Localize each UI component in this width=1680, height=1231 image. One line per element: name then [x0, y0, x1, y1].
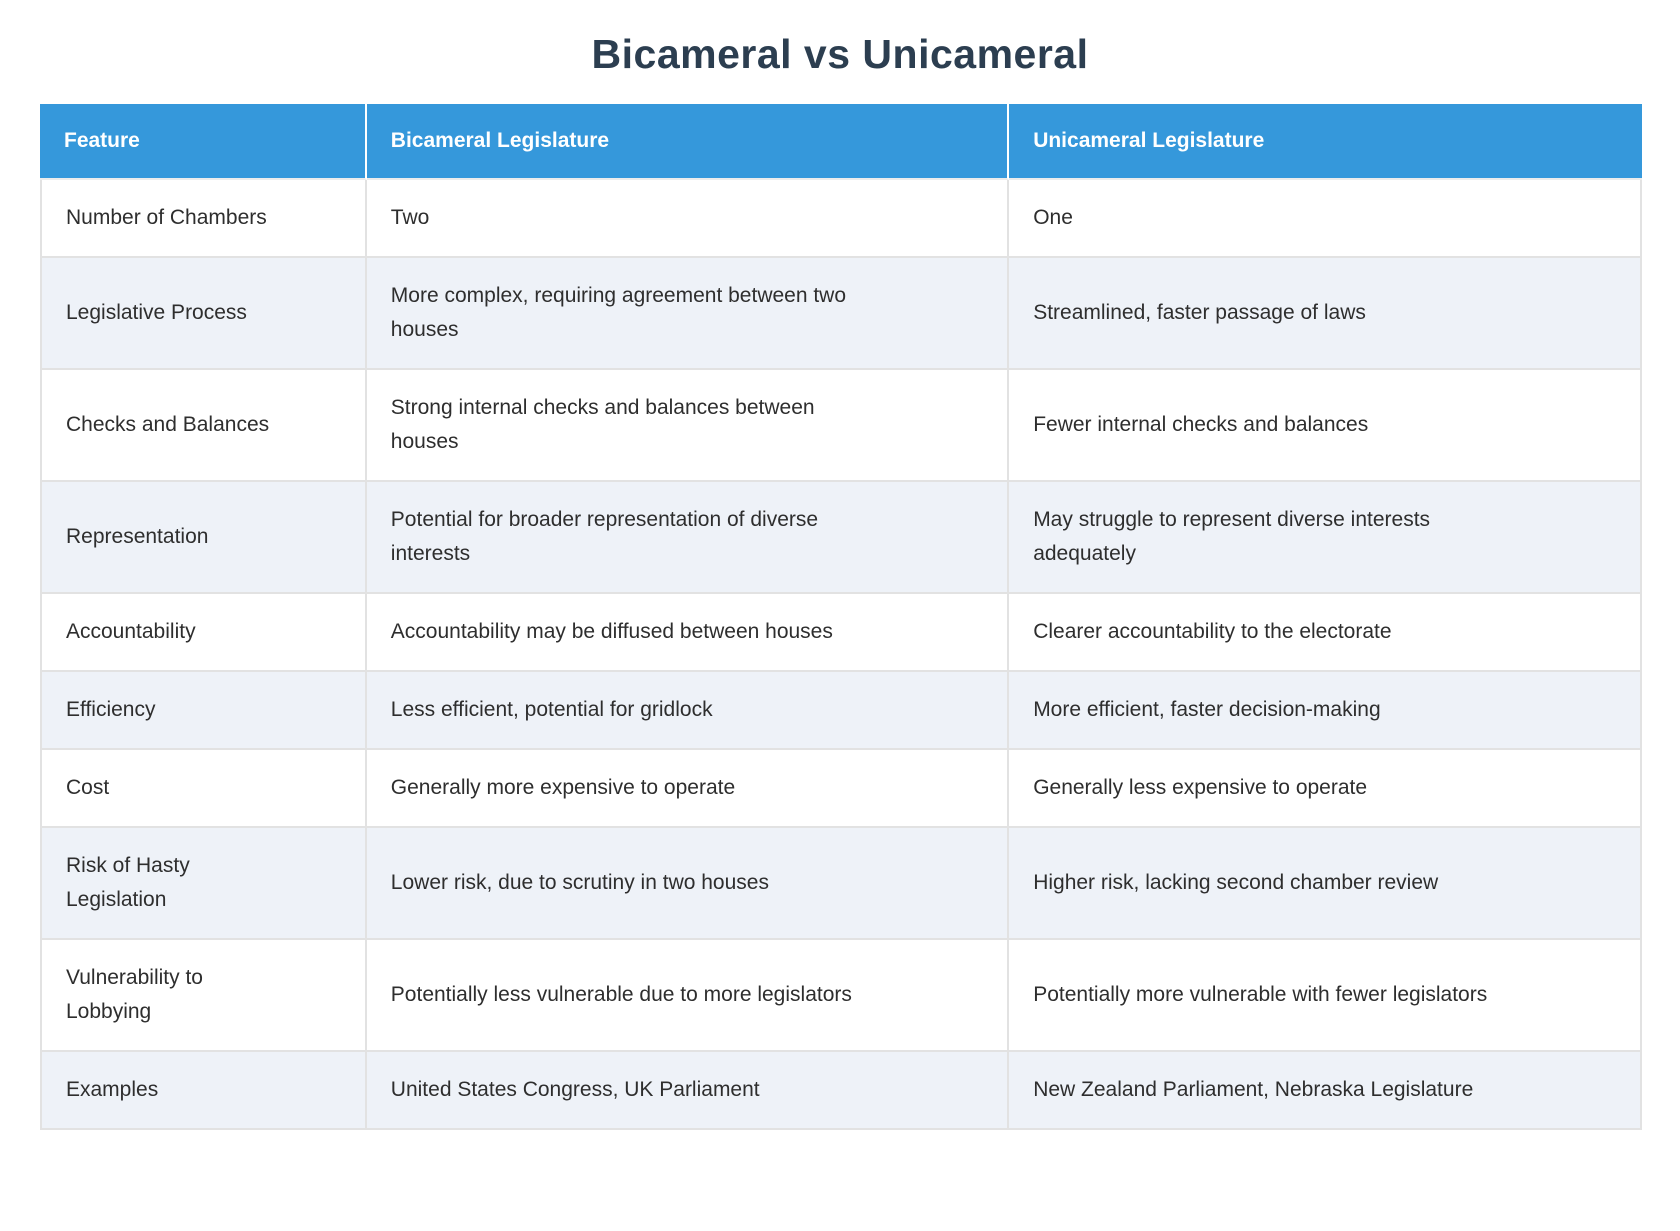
feature-cell: Risk of Hasty Legislation: [40, 828, 367, 940]
unicameral-cell: Streamlined, faster passage of laws: [1009, 258, 1642, 370]
bicameral-cell: Potentially less vulnerable due to more …: [366, 940, 1010, 1052]
unicameral-cell: Generally less expensive to operate: [1009, 750, 1642, 828]
column-header-bicameral: Bicameral Legislature: [366, 104, 1010, 180]
bicameral-cell: Generally more expensive to operate: [366, 750, 1010, 828]
unicameral-cell: Potentially more vulnerable with fewer l…: [1009, 940, 1642, 1052]
unicameral-cell: Clearer accountability to the electorate: [1009, 594, 1642, 672]
feature-cell: Vulnerability to Lobbying: [40, 940, 367, 1052]
column-header-feature: Feature: [40, 104, 367, 180]
feature-cell: Accountability: [40, 594, 367, 672]
feature-cell: Legislative Process: [40, 258, 367, 370]
bicameral-cell: Lower risk, due to scrutiny in two house…: [366, 828, 1010, 940]
table-row: Checks and Balances Strong internal check…: [40, 370, 1642, 482]
comparison-table: Feature Bicameral Legislature Unicameral…: [40, 104, 1642, 1130]
feature-cell: Cost: [40, 750, 367, 828]
unicameral-cell: More efficient, faster decision-making: [1009, 672, 1642, 750]
table-body: Number of Chambers Two One Legislative Proc…: [40, 180, 1642, 1130]
bicameral-cell: Strong internal checks and balances betw…: [366, 370, 1010, 482]
table-row: Accountability Accountability may be diff…: [40, 594, 1642, 672]
bicameral-cell: Less efficient, potential for gridlock: [366, 672, 1010, 750]
feature-cell: Checks and Balances: [40, 370, 367, 482]
table-row: Number of Chambers Two One: [40, 180, 1642, 258]
unicameral-cell: May struggle to represent diverse intere…: [1009, 482, 1642, 594]
header-row: Feature Bicameral Legislature Unicameral…: [40, 104, 1642, 180]
table-row: Representation Potential for broader repr…: [40, 482, 1642, 594]
unicameral-cell: One: [1009, 180, 1642, 258]
unicameral-cell: New Zealand Parliament, Nebraska Legisla…: [1009, 1052, 1642, 1130]
bicameral-cell: Two: [366, 180, 1010, 258]
unicameral-cell: Fewer internal checks and balances: [1009, 370, 1642, 482]
table-header: Feature Bicameral Legislature Unicameral…: [40, 104, 1642, 180]
feature-cell: Efficiency: [40, 672, 367, 750]
table-row: Examples United States Congress, UK Parli…: [40, 1052, 1642, 1130]
feature-cell: Representation: [40, 482, 367, 594]
page: Bicameral vs Unicameral Feature Bicamera…: [0, 31, 1680, 1231]
unicameral-cell: Higher risk, lacking second chamber revi…: [1009, 828, 1642, 940]
page-title: Bicameral vs Unicameral: [591, 31, 1089, 77]
bicameral-cell: United States Congress, UK Parliament: [366, 1052, 1010, 1130]
bicameral-cell: More complex, requiring agreement betwee…: [366, 258, 1010, 370]
table-row: Efficiency Less efficient, potential for …: [40, 672, 1642, 750]
bicameral-cell: Accountability may be diffused between h…: [366, 594, 1010, 672]
column-header-unicameral: Unicameral Legislature: [1009, 104, 1642, 180]
feature-cell: Examples: [40, 1052, 367, 1130]
bicameral-cell: Potential for broader representation of …: [366, 482, 1010, 594]
table-row: Vulnerability to Lobbying Potentially les…: [40, 940, 1642, 1052]
table-row: Cost Generally more expensive to operate G…: [40, 750, 1642, 828]
table-row: Legislative Process More complex, requiri…: [40, 258, 1642, 370]
feature-cell: Number of Chambers: [40, 180, 367, 258]
table-row: Risk of Hasty Legislation Lower risk, due…: [40, 828, 1642, 940]
